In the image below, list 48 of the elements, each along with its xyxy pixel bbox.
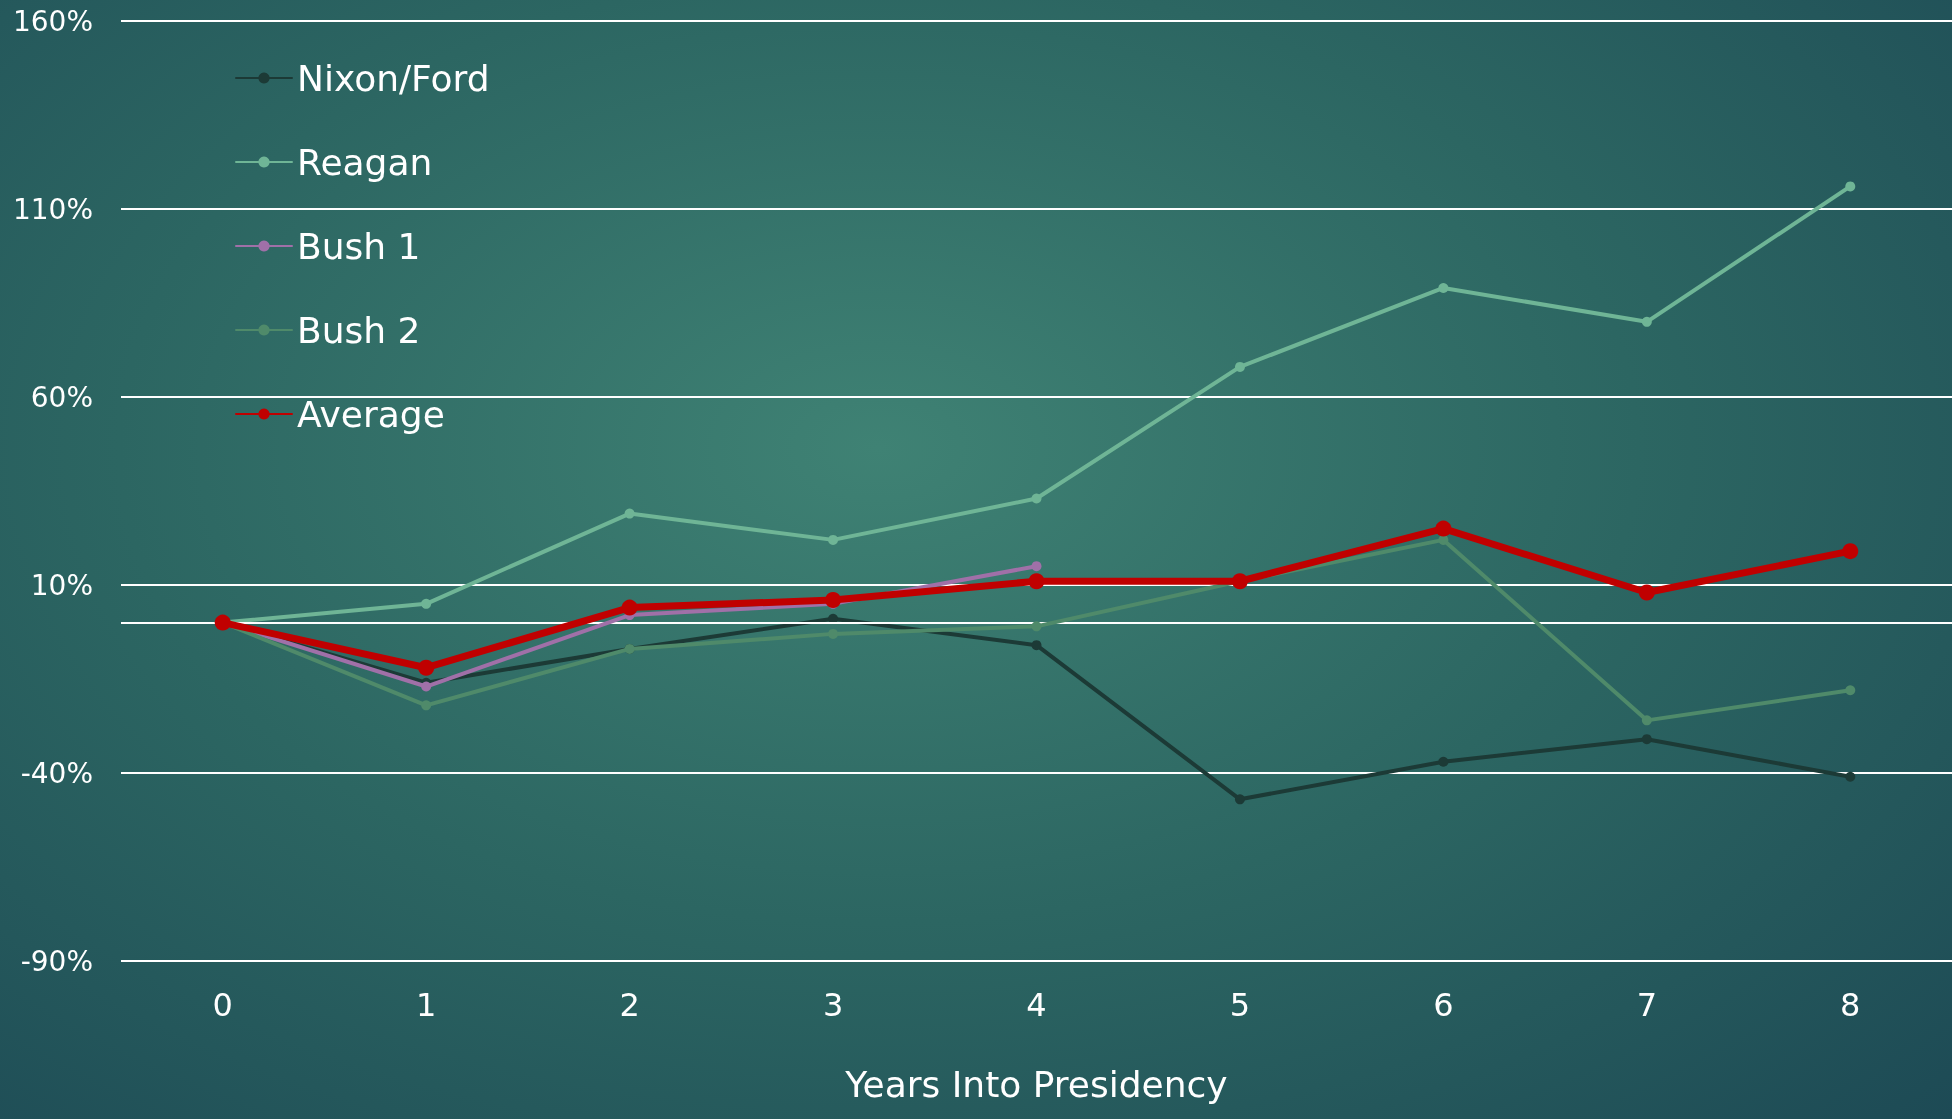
point [1842,543,1859,560]
legend-label: Reagan [297,141,433,183]
y-tick-label: -90% [20,944,93,978]
point [1031,640,1042,651]
point [828,534,839,545]
y-tick-label: 110% [12,192,93,226]
point [1641,734,1652,745]
x-tick-label: 6 [1433,986,1454,1024]
point [421,598,432,609]
point [1031,493,1042,504]
x-tick-label: 0 [212,986,233,1024]
x-tick-label: 8 [1840,986,1861,1024]
point [1638,584,1655,601]
x-tick-label: 1 [415,986,437,1024]
legend-label: Bush 1 [297,225,421,267]
point [1845,181,1856,192]
point [621,599,638,616]
x-axis-title: Years Into Presidency [844,1063,1228,1105]
point [1234,361,1245,372]
point [421,681,432,692]
x-tick-label: 3 [822,986,844,1024]
y-tick-label: 60% [30,380,93,414]
x-tick-label: 4 [1026,986,1047,1024]
y-tick-label: 160% [12,4,93,38]
point [1845,685,1856,696]
y-tick-label: 10% [30,568,93,602]
point [421,700,432,711]
legend-label: Bush 2 [297,309,421,351]
point [418,659,435,676]
point [1641,316,1652,327]
point [1641,715,1652,726]
point [1438,756,1449,767]
point [1031,621,1042,632]
x-tick-label: 5 [1229,986,1251,1024]
legend-label: Nixon/Ford [297,57,490,99]
point [624,508,635,519]
x-tick-label: 2 [619,986,640,1024]
point [1031,561,1042,572]
legend-label: Average [297,393,445,435]
point [828,628,839,639]
point [825,592,842,609]
point [1435,520,1452,537]
point [1845,771,1856,782]
point [1234,794,1245,805]
point [1028,573,1045,590]
y-tick-label: -40% [20,756,93,790]
x-tick-label: 7 [1636,986,1658,1024]
point [1438,282,1449,293]
